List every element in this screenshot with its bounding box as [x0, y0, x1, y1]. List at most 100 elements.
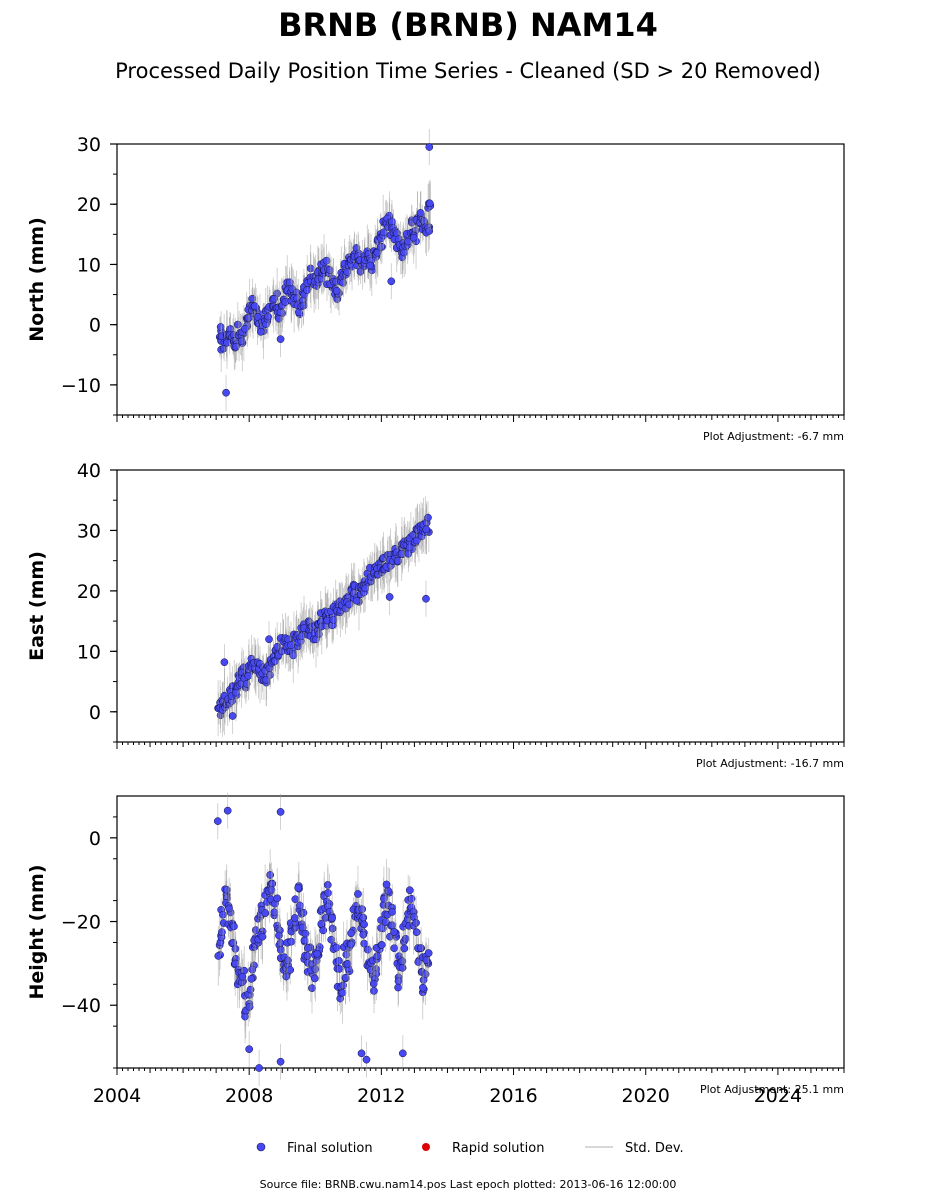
- legend: Final solution Rapid solution Std. Dev.: [256, 1141, 684, 1156]
- data-point: [373, 952, 382, 960]
- y-tick-label: 0: [89, 702, 101, 724]
- data-point: [319, 926, 328, 935]
- y-tick-label: 40: [77, 460, 101, 482]
- panels-group: −10 0 10 20 30 North (mm) Plot Adjustment: -6.…: [26, 129, 845, 1107]
- data-point: [335, 956, 343, 965]
- data-point: [347, 929, 356, 938]
- data-point: [257, 327, 265, 336]
- panel-east: 0 10 20 30 40 East (mm) Plot Adjustment: -16.7…: [26, 460, 845, 770]
- data-point: [419, 983, 427, 992]
- chart-subtitle: Processed Daily Position Time Series - C…: [115, 59, 821, 83]
- data-point: [425, 199, 434, 208]
- data-point: [394, 983, 402, 992]
- y-tick-label: 0: [89, 315, 101, 337]
- y-tick-label: 20: [77, 194, 101, 216]
- plot-adjustment-note: Plot Adjustment: 25.1 mm: [700, 1083, 844, 1096]
- data-point: [400, 944, 409, 953]
- legend-item-rapid: Rapid solution: [422, 1141, 544, 1156]
- data-point: [264, 312, 272, 321]
- y-tick-label: 20: [77, 581, 101, 603]
- data-point: [270, 295, 279, 303]
- legend-item-final: Final solution: [256, 1141, 373, 1156]
- data-point: [248, 965, 257, 974]
- data-point: [218, 928, 226, 937]
- legend-final-label: Final solution: [287, 1141, 373, 1156]
- panel-height: 2004 2008 2012 2016 2020 2024 −40 −20 0 Height (m…: [26, 792, 845, 1107]
- panel-frame: [116, 143, 845, 416]
- y-tick-label: 0: [89, 828, 101, 850]
- data-point: [366, 261, 374, 270]
- series-north-final: [215, 129, 435, 411]
- outlier-point: [357, 1049, 366, 1058]
- data-point: [422, 956, 431, 964]
- data-point: [359, 930, 368, 939]
- data-point: [247, 974, 256, 983]
- data-point: [237, 337, 246, 346]
- data-point: [338, 988, 347, 997]
- data-point: [388, 217, 396, 226]
- outlier-point: [222, 388, 230, 397]
- outlier-point: [385, 593, 394, 601]
- x-tick-label: 2012: [357, 1085, 405, 1107]
- data-point: [377, 941, 386, 949]
- data-point: [294, 884, 303, 892]
- data-point: [424, 949, 433, 957]
- data-point: [287, 641, 295, 649]
- data-point: [273, 894, 282, 903]
- data-point: [225, 904, 233, 913]
- outlier-point: [213, 817, 222, 825]
- data-point: [244, 672, 253, 680]
- y-axis-label: North (mm): [26, 217, 48, 342]
- outlier-point: [422, 594, 430, 603]
- y-tick-label: 10: [77, 254, 101, 276]
- data-point: [422, 525, 431, 534]
- data-point: [354, 890, 362, 898]
- data-point: [324, 889, 332, 897]
- plot-adjustment-note: Plot Adjustment: -16.7 mm: [696, 757, 844, 770]
- outlier-point: [220, 658, 229, 667]
- data-point: [352, 596, 361, 605]
- outlier-point: [276, 808, 285, 816]
- source-footer: Source file: BRNB.cwu.nam14.pos Last epo…: [260, 1178, 677, 1191]
- outlier-point: [245, 1045, 254, 1054]
- data-point: [382, 880, 391, 889]
- legend-item-stddev: Std. Dev.: [585, 1141, 684, 1156]
- data-point: [286, 966, 295, 974]
- data-point: [328, 924, 337, 933]
- data-point: [282, 972, 291, 981]
- data-point: [328, 914, 336, 922]
- outlier-point: [398, 1049, 407, 1058]
- data-point: [238, 972, 247, 981]
- data-point: [412, 918, 420, 927]
- data-point: [290, 914, 299, 922]
- outlier-point: [387, 277, 396, 286]
- data-point: [258, 932, 267, 941]
- outlier-point: [265, 635, 273, 644]
- data-point: [412, 928, 421, 937]
- chart-title: BRNB (BRNB) NAM14: [278, 6, 658, 44]
- data-point: [409, 233, 418, 242]
- y-tick-label: 30: [77, 520, 101, 542]
- data-point: [360, 920, 368, 929]
- y-tick-label: −10: [61, 375, 101, 397]
- y-tick-label: −20: [61, 912, 101, 934]
- x-tick-label: 2008: [225, 1085, 273, 1107]
- x-tick-label: 2024: [754, 1085, 802, 1107]
- series-height-final: [213, 792, 433, 1086]
- y-axis-label: Height (mm): [26, 864, 48, 999]
- panel-north: −10 0 10 20 30 North (mm) Plot Adjustment: -6.…: [26, 129, 845, 443]
- data-point: [310, 974, 319, 983]
- y-axis-label: East (mm): [26, 551, 48, 661]
- legend-final-marker: [256, 1142, 266, 1152]
- x-tick-label: 2004: [93, 1085, 141, 1107]
- data-point: [261, 909, 270, 917]
- data-point: [304, 944, 312, 952]
- data-point: [405, 886, 414, 895]
- data-point: [275, 931, 283, 940]
- outlier-point: [276, 1057, 285, 1066]
- legend-rapid-label: Rapid solution: [452, 1141, 544, 1156]
- data-point: [299, 908, 308, 917]
- y-tick-label: 30: [77, 134, 101, 156]
- data-point: [369, 979, 378, 988]
